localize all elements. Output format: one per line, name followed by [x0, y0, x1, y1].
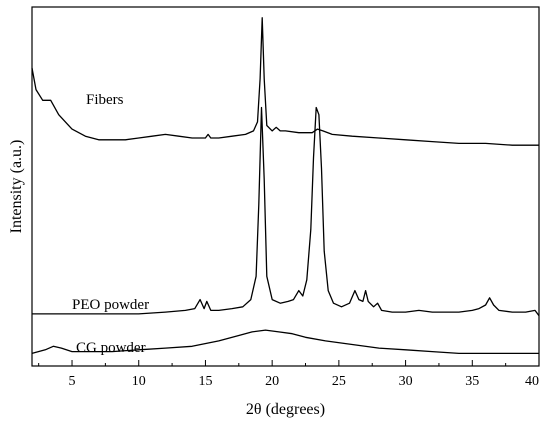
- x-tick-label: 30: [399, 374, 413, 389]
- x-tick-label: 25: [332, 374, 346, 389]
- x-tick-label: 5: [69, 374, 76, 389]
- x-tick-label: 40: [525, 374, 539, 389]
- series-line-cg-powder: [31, 329, 539, 355]
- x-ticks: 5 10 15 20 25 30 35 40: [38, 360, 540, 389]
- series-label-peo-powder: PEO powder: [72, 297, 149, 313]
- series-line-peo-powder: [32, 106, 540, 317]
- series-label-cg-powder: CG powder: [76, 340, 146, 356]
- x-tick-label: 35: [465, 374, 479, 389]
- y-axis-title: Intensity (a.u.): [8, 140, 25, 234]
- series-layer: [31, 17, 540, 355]
- plot-frame: [31, 6, 540, 367]
- x-axis-title: 2θ (degrees): [246, 401, 325, 418]
- series-label-fibers: Fibers: [86, 92, 124, 108]
- x-tick-label: 10: [132, 374, 146, 389]
- x-tick-label: 20: [265, 374, 279, 389]
- x-tick-label: 15: [198, 374, 212, 389]
- series-line-fibers: [31, 17, 539, 146]
